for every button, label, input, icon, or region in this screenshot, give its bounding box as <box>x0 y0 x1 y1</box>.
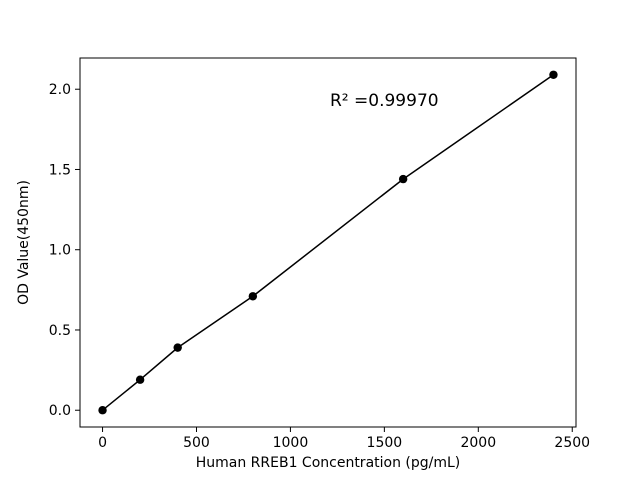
x-tick-label: 2000 <box>460 435 496 451</box>
x-tick-label: 1000 <box>273 435 309 451</box>
data-point <box>135 375 145 384</box>
data-point <box>173 343 182 352</box>
x-tick-label: 500 <box>183 435 210 451</box>
x-tick-label: 2500 <box>554 435 590 451</box>
data-point <box>549 70 558 79</box>
data-point <box>248 292 258 301</box>
y-tick-label: 0.0 <box>49 403 71 419</box>
data-point <box>398 174 408 184</box>
y-tick-label: 2.0 <box>49 82 71 98</box>
y-tick-label: 1.0 <box>49 243 71 259</box>
data-point <box>98 406 107 415</box>
y-axis-label: OD Value(450nm) <box>16 180 32 305</box>
y-tick-label: 0.5 <box>49 323 71 339</box>
r-squared-annotation: R² =0.99970 <box>330 91 439 111</box>
x-axis-label: Human RREB1 Concentration (pg/mL) <box>196 455 461 471</box>
standard-curve-line <box>101 74 555 411</box>
x-tick-label: 0 <box>98 435 107 451</box>
y-tick-label: 1.5 <box>49 162 71 178</box>
plot-border <box>79 57 577 428</box>
x-tick-label: 1500 <box>367 435 403 451</box>
